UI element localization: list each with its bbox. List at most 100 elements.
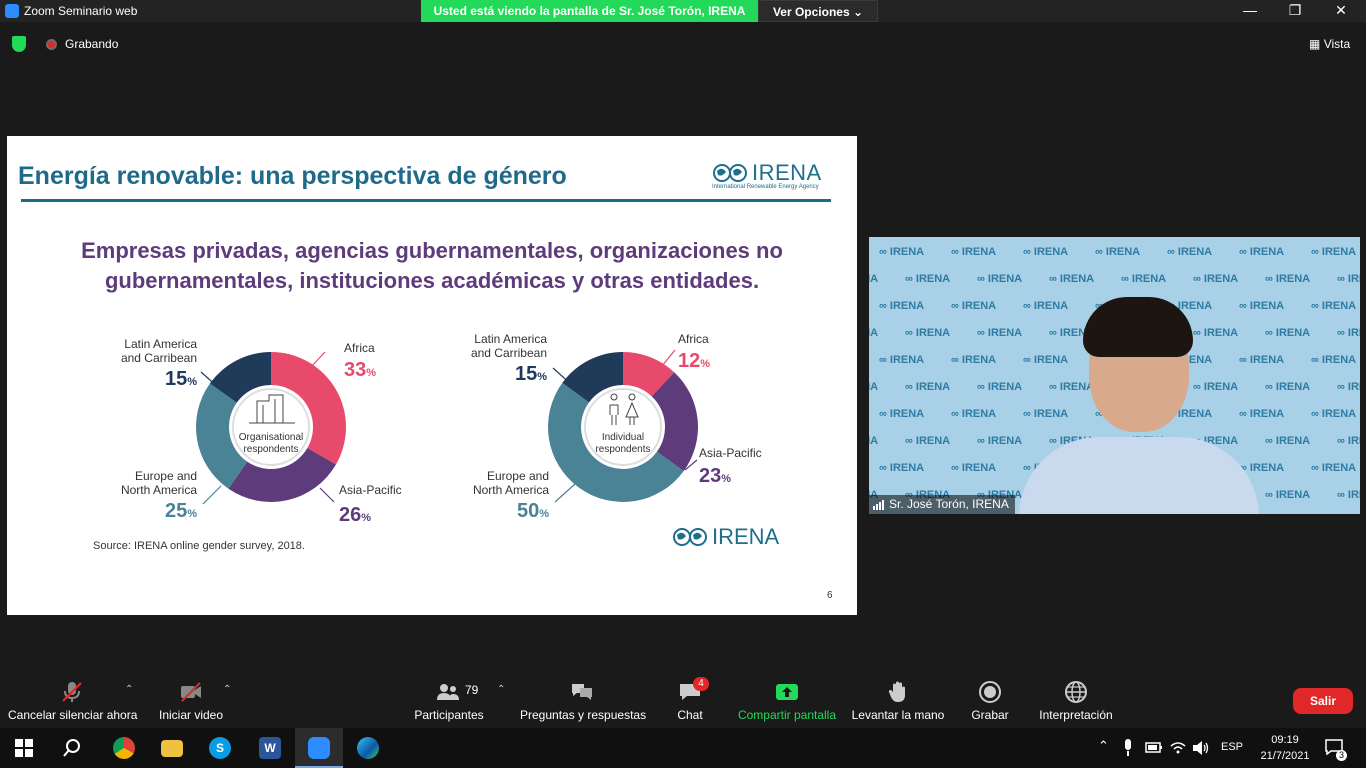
unmute-button[interactable]: Cancelar silenciar ahora [8,672,137,728]
record-label: Grabar [971,708,1009,722]
backdrop-logo-text: ∞ IRENA [977,381,1022,393]
slice-label-line-2: and Carribean [121,351,197,365]
tray-chevron-up-icon[interactable]: ⌃ [1098,738,1109,753]
backdrop-logo-text: ∞ IRENA [1023,408,1068,420]
close-button[interactable]: ✕ [1318,0,1364,22]
raise-hand-label: Levantar la mano [851,708,945,722]
zoom-app-icon [308,737,330,759]
raise-hand-button[interactable]: Levantar la mano [850,672,946,728]
record-icon [979,681,1001,703]
skype-icon: S [209,737,231,759]
backdrop-logo-text: ∞ IRENA [1049,381,1094,393]
slice-value-number: 12 [678,350,700,372]
participants-caret-icon[interactable]: ⌃ [497,684,506,695]
slice-value-unit: % [366,367,376,379]
slice-label: Asia-Pacific [699,446,762,460]
slice-value-number: 25 [165,500,187,522]
participant-video[interactable]: ∞ IRENA ∞ IRENA ∞ IRENA ∞ IRENA ∞ IRENA ∞ IRE… [869,237,1360,514]
backdrop-logo-text: ∞ IRENA [1265,435,1310,447]
search-icon [63,739,80,757]
donut-slice [562,352,623,403]
taskbar-skype[interactable]: S [196,728,244,768]
taskbar-zoom[interactable] [295,728,343,768]
maximize-button[interactable]: ❐ [1272,0,1318,22]
center-label-line-2: respondents [595,444,650,455]
share-screen-label: Compartir pantalla [737,708,837,722]
record-button[interactable]: Grabar [968,672,1012,728]
tray-wifi-icon[interactable] [1170,741,1186,755]
irena-footer-logo: IRENA [672,524,792,550]
slice-value-unit: % [537,371,547,383]
person-icon [610,393,618,401]
speaker-hair [1083,297,1193,357]
backdrop-logo-text: ∞ IRENA [1311,354,1356,366]
start-video-label: Iniciar video [158,708,224,722]
view-button[interactable]: ▦ Vista [1309,37,1350,51]
grid-icon: ▦ [1309,37,1321,51]
input-language[interactable]: ESP [1221,741,1244,753]
globe-icon [1065,681,1087,703]
share-screen-icon [776,684,798,700]
backdrop-logo-text: ∞ IRENA [879,354,924,366]
donut-slice [623,352,675,397]
video-camera-off-icon [181,682,201,702]
taskbar-word[interactable]: W [246,728,294,768]
clock-date: 21/7/2021 [1260,750,1310,762]
backdrop-logo-text: ∞ IRENA [1193,273,1238,285]
backdrop-logo-text: ∞ IRENA [1193,327,1238,339]
leave-button[interactable]: Salir [1293,688,1353,714]
window-title: Zoom Seminario web [24,4,138,18]
backdrop-logo-text: ∞ IRENA [905,273,950,285]
slice-label-line-1: Latin America [124,337,197,351]
title-bar: Zoom Seminario web Usted está viendo la … [0,0,1366,22]
tray-microphone-icon[interactable] [1122,739,1134,757]
backdrop-logo-text: ∞ IRENA [1193,381,1238,393]
building-icon [249,394,295,424]
center-label-line-1: Individual [602,432,644,443]
speaker-shirt [1019,437,1259,514]
participant-name-label: Sr. José Torón, IRENA [869,495,1015,514]
qa-button[interactable]: Preguntas y respuestas [520,672,646,728]
taskbar-file-explorer[interactable] [148,728,196,768]
start-button[interactable] [0,728,48,768]
security-shield-icon[interactable] [12,36,26,52]
word-icon: W [259,737,281,759]
signal-bars-icon [873,500,884,510]
interpretation-button[interactable]: Interpretación [1036,672,1116,728]
minimize-button[interactable]: — [1227,0,1273,22]
irena-logo: IRENA International Renewable Energy Age… [712,160,832,190]
backdrop-logo-text: ∞ IRENA [951,246,996,258]
tray-volume-icon[interactable] [1192,741,1210,755]
share-screen-button[interactable]: Compartir pantalla [736,672,838,728]
windows-logo-icon [15,739,33,757]
backdrop-logo-text: ∞ IRENA [1265,273,1310,285]
view-options-button[interactable]: Ver Opciones ⌄ [758,0,878,22]
backdrop-logo-text: ∞ IRENA [905,381,950,393]
title-divider [21,199,831,202]
start-video-button[interactable]: Iniciar video [156,672,226,728]
audio-options-caret-icon[interactable]: ⌃ [125,684,134,695]
taskbar-chrome[interactable] [100,728,148,768]
slice-label: Africa [344,341,375,355]
recording-label: Grabando [65,37,119,51]
search-button[interactable] [48,728,96,768]
backdrop-logo-text: ∞ IRENA [1311,462,1356,474]
leader-line [319,487,335,503]
meeting-status-bar: Grabando ▦ Vista [0,22,1366,64]
slice-value-number: 15 [515,363,537,385]
footer-logo-text: IRENA [712,524,780,549]
view-options-label: Ver Opciones [772,5,850,19]
person-icon [609,404,619,425]
video-options-caret-icon[interactable]: ⌃ [223,684,232,695]
tray-battery-icon[interactable] [1145,741,1163,755]
taskbar-edge[interactable] [344,728,392,768]
backdrop-logo-text: ∞ IRENA [1337,381,1360,393]
notification-center-button[interactable]: 3 [1320,728,1366,768]
participants-button[interactable]: Participantes [412,672,486,728]
participants-icon [437,684,459,700]
system-clock[interactable]: 09:19 21/7/2021 [1255,732,1315,764]
donut-slice [196,383,248,489]
subheading-line-1: Empresas privadas, agencias gubernamenta… [81,238,783,263]
leader-line [661,349,676,367]
shared-screen: Energía renovable: una perspectiva de gé… [7,136,857,615]
